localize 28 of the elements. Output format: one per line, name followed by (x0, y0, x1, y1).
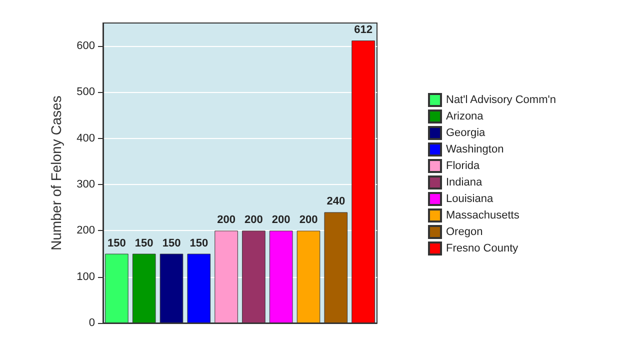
data-label: 200 (272, 214, 290, 226)
data-label: 150 (134, 237, 154, 250)
data-label: 612 (354, 24, 372, 36)
legend-label: Fresno County (446, 242, 519, 254)
data-label: 240 (326, 196, 346, 208)
y-tick-label: 0 (88, 317, 95, 329)
legend-label: Georgia (446, 127, 486, 139)
legend-label: Indiana (446, 176, 483, 188)
data-label: 200 (217, 214, 236, 226)
legend-label: Washington (446, 144, 504, 156)
legend-label: Florida (446, 160, 481, 172)
y-tick-label: 300 (76, 178, 95, 191)
legend-label: Louisiana (446, 193, 494, 205)
y-tick-label: 500 (76, 86, 95, 98)
y-tick-label: 200 (76, 224, 95, 237)
legend-label: Nat'l Advisory Comm'n (446, 94, 556, 106)
legend-label: Arizona (446, 110, 484, 122)
data-label: 200 (244, 214, 263, 226)
y-tick-label: 400 (76, 132, 95, 144)
data-label: 150 (108, 237, 126, 250)
y-axis-title: Number of Felony Cases (48, 96, 64, 250)
legend-label: Massachusetts (446, 210, 520, 222)
legend-label: Oregon (446, 226, 483, 238)
y-tick-label: 100 (76, 270, 95, 283)
data-label: 150 (190, 237, 208, 250)
data-label: 150 (162, 237, 181, 250)
data-label: 200 (299, 214, 318, 226)
y-tick-label: 600 (76, 40, 95, 52)
